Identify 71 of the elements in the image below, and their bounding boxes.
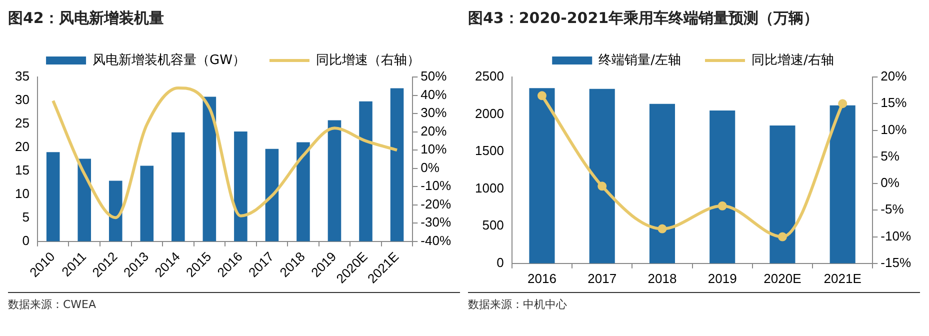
- legend-label: 风电新增装机容量（GW）: [92, 52, 246, 68]
- bar: [710, 110, 736, 264]
- x-tick-label: 2021E: [824, 270, 862, 286]
- bar: [390, 88, 404, 242]
- y-tick-label: 0: [496, 254, 504, 270]
- point: [838, 99, 848, 108]
- x-tick-label: 2017: [588, 270, 617, 286]
- bar: [46, 152, 60, 242]
- point: [718, 201, 727, 210]
- y2-tick-label: -40%: [420, 232, 452, 248]
- y-tick-label: 0: [22, 232, 30, 248]
- bar: [108, 180, 122, 242]
- x-tick-label: 2016: [528, 270, 556, 286]
- y-tick-label: 10: [14, 186, 30, 201]
- x-tick-label: 2018: [648, 270, 677, 286]
- y-tick-label: 1500: [475, 143, 504, 158]
- legend-label: 同比增速（右轴）: [316, 52, 420, 68]
- y2-tick-label: 10%: [420, 142, 448, 157]
- y-tick-label: 15: [14, 162, 30, 178]
- point: [658, 224, 667, 234]
- source-note: 数据来源：CWEA: [8, 292, 460, 312]
- y2-tick-label: 40%: [420, 86, 448, 102]
- y2-tick-label: -10%: [880, 228, 912, 244]
- chart-title: 图43：2020-2021年乘用车终端销量预测（万辆）: [468, 8, 820, 29]
- point: [778, 232, 787, 242]
- y-tick-label: 2500: [475, 68, 504, 84]
- y2-tick-label: 0%: [420, 160, 440, 175]
- y2-tick-label: 30%: [420, 105, 448, 120]
- bar: [265, 148, 279, 242]
- y-tick-label: 35: [14, 68, 30, 84]
- y-tick-label: 500: [482, 218, 504, 233]
- bar: [78, 158, 92, 242]
- source-note: 数据来源：中机中心: [468, 292, 920, 312]
- bar: [649, 104, 675, 264]
- y2-tick-label: 50%: [420, 68, 448, 84]
- y-tick-label: 1000: [475, 180, 504, 196]
- y-tick-label: 2000: [475, 106, 504, 121]
- line-series: [52, 86, 399, 220]
- bar: [296, 142, 310, 242]
- y2-tick-label: 10%: [880, 122, 908, 137]
- y2-tick-label: -10%: [420, 178, 452, 194]
- y2-tick-label: 5%: [880, 148, 900, 164]
- y2-tick-label: 20%: [420, 123, 448, 138]
- y2-tick-label: 20%: [880, 68, 908, 84]
- y2-tick-label: -15%: [880, 254, 912, 270]
- bar: [140, 166, 154, 242]
- bar: [359, 101, 372, 242]
- point: [537, 91, 546, 100]
- bar: [529, 88, 555, 264]
- x-tick-label: 2019: [708, 270, 737, 286]
- legend-label: 终端销量/左轴: [598, 52, 682, 68]
- legend-label: 同比增速/右轴: [752, 52, 834, 68]
- y-tick-label: 30: [14, 92, 30, 108]
- x-tick-label: 2020E: [764, 270, 802, 286]
- y2-tick-label: -30%: [420, 214, 452, 230]
- y2-tick-label: 0%: [880, 175, 900, 190]
- y-tick-label: 25: [14, 116, 30, 131]
- bar: [234, 131, 248, 242]
- bar: [770, 125, 796, 264]
- bar: [328, 120, 342, 242]
- bar: [172, 132, 185, 242]
- y-tick-label: 20: [14, 139, 30, 154]
- point: [598, 182, 607, 191]
- bar: [830, 105, 856, 264]
- bar: [589, 88, 615, 264]
- bar: [202, 96, 216, 242]
- y2-tick-label: -20%: [420, 196, 452, 212]
- y2-tick-label: 15%: [880, 95, 908, 110]
- chart-title: 图42：风电新增装机量: [8, 8, 165, 29]
- y-tick-label: 5: [22, 209, 30, 224]
- y2-tick-label: -5%: [880, 202, 904, 217]
